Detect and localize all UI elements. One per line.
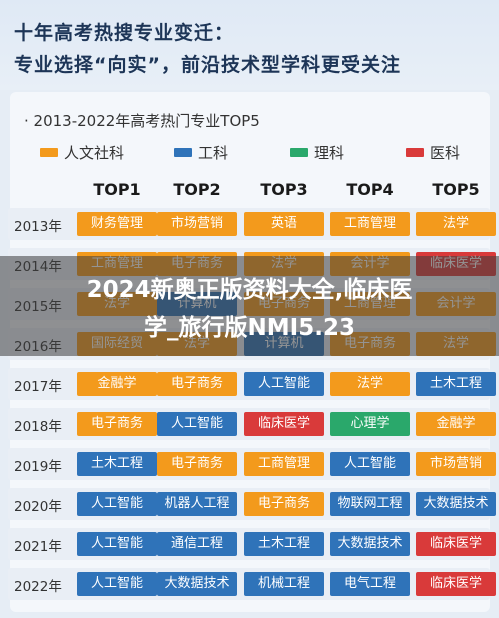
major-cell: 财务管理 <box>77 212 157 236</box>
major-cell: 电子商务 <box>157 372 237 396</box>
legend-swatch <box>174 148 192 157</box>
row-year: 2019年 <box>14 459 62 475</box>
legend-label: 理科 <box>314 144 345 162</box>
table-row: 2013年 财务管理 市场营销 英语 工商管理 法学 <box>8 208 496 240</box>
major-cell: 机器人工程 <box>157 492 237 516</box>
major-cell: 人工智能 <box>77 572 157 596</box>
major-cell: 法学 <box>330 372 410 396</box>
major-cell: 人工智能 <box>330 452 410 476</box>
row-year: 2021年 <box>14 539 62 555</box>
major-cell: 通信工程 <box>157 532 237 556</box>
header-title: 十年高考热搜专业变迁： <box>14 22 235 44</box>
major-cell: 金融学 <box>416 412 496 436</box>
major-cell: 临床医学 <box>416 532 496 556</box>
table-row: 2020年 人工智能 机器人工程 电子商务 物联网工程 大数据技术 <box>8 488 496 520</box>
table-row: 2022年 人工智能 大数据技术 机械工程 电气工程 临床医学 <box>8 568 496 600</box>
header-subtitle: 专业选择“向实”，前沿技术型学科更受关注 <box>14 54 401 76</box>
major-cell: 土木工程 <box>77 452 157 476</box>
column-header-3: TOP3 <box>260 180 308 199</box>
legend-item-humanities: 人文社科 <box>40 142 124 163</box>
major-cell: 土木工程 <box>244 532 324 556</box>
table-row: 2021年 人工智能 通信工程 土木工程 大数据技术 临床医学 <box>8 528 496 560</box>
table-row: 2019年 土木工程 电子商务 工商管理 人工智能 市场营销 <box>8 448 496 480</box>
major-cell: 市场营销 <box>157 212 237 236</box>
row-year: 2013年 <box>14 219 62 235</box>
legend-swatch <box>40 148 58 157</box>
row-year: 2018年 <box>14 419 62 435</box>
major-cell: 工商管理 <box>244 452 324 476</box>
major-cell: 机械工程 <box>244 572 324 596</box>
legend-label: 工科 <box>198 144 229 162</box>
major-cell: 人工智能 <box>157 412 237 436</box>
chart-subtitle: · 2013-2022年高考热门专业TOP5 <box>24 112 260 130</box>
row-year: 2017年 <box>14 379 62 395</box>
legend-label: 人文社科 <box>64 144 125 162</box>
table-row: 2017年 金融学 电子商务 人工智能 法学 土木工程 <box>8 368 496 400</box>
major-cell: 金融学 <box>77 372 157 396</box>
row-year: 2022年 <box>14 579 62 595</box>
major-cell: 电气工程 <box>330 572 410 596</box>
column-header-2: TOP2 <box>173 180 221 199</box>
major-cell: 临床医学 <box>416 572 496 596</box>
major-cell: 市场营销 <box>416 452 496 476</box>
row-year: 2020年 <box>14 499 62 515</box>
major-cell: 临床医学 <box>244 412 324 436</box>
column-header-4: TOP4 <box>346 180 394 199</box>
major-cell: 物联网工程 <box>330 492 410 516</box>
column-header-5: TOP5 <box>432 180 480 199</box>
legend-swatch <box>406 148 424 157</box>
major-cell: 大数据技术 <box>330 532 410 556</box>
major-cell: 大数据技术 <box>157 572 237 596</box>
legend: 人文社科 工科 理科 医科 <box>0 142 499 162</box>
column-header-1: TOP1 <box>93 180 141 199</box>
major-cell: 心理学 <box>330 412 410 436</box>
major-cell: 电子商务 <box>77 412 157 436</box>
banner-line-2: 学_旅行版NMI5.23 <box>144 315 355 341</box>
major-cell: 人工智能 <box>77 492 157 516</box>
header: 十年高考热搜专业变迁： 专业选择“向实”，前沿技术型学科更受关注 <box>0 0 499 90</box>
major-cell: 工商管理 <box>330 212 410 236</box>
legend-item-medicine: 医科 <box>406 142 460 163</box>
banner-line-1: 2024新奥正版资料大全,临床医 <box>86 277 413 303</box>
major-cell: 法学 <box>416 212 496 236</box>
table-row: 2018年 电子商务 人工智能 临床医学 心理学 金融学 <box>8 408 496 440</box>
major-cell: 土木工程 <box>416 372 496 396</box>
legend-label: 医科 <box>430 144 461 162</box>
overlay-banner: 2024新奥正版资料大全,临床医 学_旅行版NMI5.23 <box>0 256 499 356</box>
legend-swatch <box>290 148 308 157</box>
major-cell: 大数据技术 <box>416 492 496 516</box>
major-cell: 人工智能 <box>77 532 157 556</box>
major-cell: 人工智能 <box>244 372 324 396</box>
major-cell: 电子商务 <box>244 492 324 516</box>
legend-item-engineering: 工科 <box>174 142 228 163</box>
major-cell: 电子商务 <box>157 452 237 476</box>
major-cell: 英语 <box>244 212 324 236</box>
legend-item-science: 理科 <box>290 142 344 163</box>
